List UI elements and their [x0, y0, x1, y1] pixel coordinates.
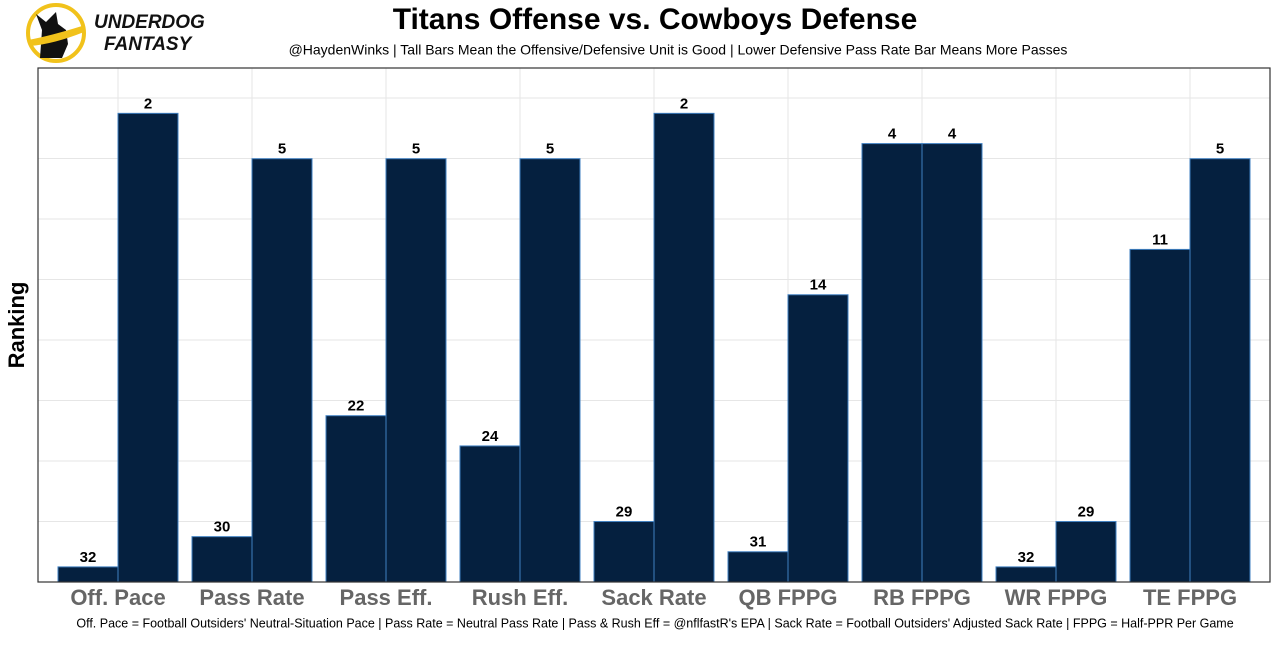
data-label: 30 [214, 519, 231, 536]
x-tick-label: Sack Rate [601, 585, 706, 610]
bar [251, 158, 313, 583]
x-tick-label: Rush Eff. [472, 585, 569, 610]
bar [653, 112, 715, 583]
x-tick-label: WR FPPG [1005, 585, 1108, 610]
data-label: 5 [412, 141, 420, 158]
data-label: 22 [348, 398, 365, 415]
y-axis-label: Ranking [4, 282, 29, 369]
data-label: 31 [750, 534, 767, 551]
bar [57, 566, 119, 583]
logo-text: UNDERDOG [94, 12, 205, 33]
chart-subtitle: @HaydenWinks | Tall Bars Mean the Offens… [289, 42, 1068, 58]
bar [593, 521, 655, 583]
data-label: 5 [278, 141, 286, 158]
data-label: 29 [1078, 503, 1095, 520]
bar [787, 294, 849, 583]
data-label: 11 [1152, 231, 1168, 248]
bar [519, 158, 581, 583]
chart-title: Titans Offense vs. Cowboys Defense [393, 3, 918, 36]
bar [191, 536, 253, 583]
bar [1189, 158, 1251, 583]
bar [459, 445, 521, 583]
caption: Off. Pace = Football Outsiders' Neutral-… [76, 616, 1233, 630]
bar [325, 415, 387, 583]
data-label: 5 [546, 141, 554, 158]
x-tick-label: Pass Eff. [340, 585, 433, 610]
data-label: 2 [144, 95, 152, 112]
x-tick-label: QB FPPG [738, 585, 837, 610]
data-label: 24 [482, 428, 499, 445]
logo-text: FANTASY [104, 34, 194, 55]
bar [921, 143, 983, 583]
bar [995, 566, 1057, 583]
bar [727, 551, 789, 583]
logo: UNDERDOG FANTASY [26, 3, 205, 63]
data-label: 32 [80, 549, 97, 566]
data-label: 5 [1216, 141, 1224, 158]
plot: 32 2 30 5 22 5 24 5 29 2 31 14 4 4 32 29 11 5 [57, 95, 1251, 583]
bar [861, 143, 923, 583]
bar [1129, 248, 1191, 583]
data-label: 14 [810, 277, 827, 294]
data-label: 4 [948, 126, 957, 143]
plot-frame [37, 67, 1271, 583]
logo-stripe [28, 26, 84, 46]
bar [385, 158, 447, 583]
data-label: 29 [616, 503, 633, 520]
x-tick-label: TE FPPG [1143, 585, 1237, 610]
x-tick-label: RB FPPG [873, 585, 971, 610]
data-label: 4 [888, 126, 897, 143]
bar [1055, 521, 1117, 583]
data-label: 32 [1018, 549, 1035, 566]
data-label: 2 [680, 95, 688, 112]
x-tick-label: Pass Rate [199, 585, 304, 610]
x-tick-label: Off. Pace [70, 585, 165, 610]
bar [117, 112, 179, 583]
